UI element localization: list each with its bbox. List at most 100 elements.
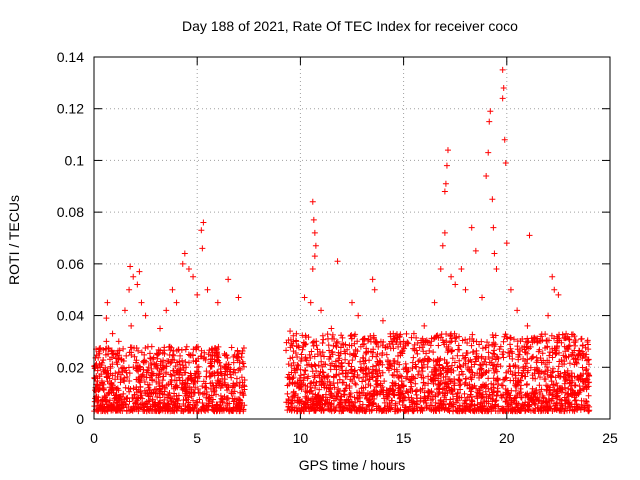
data-point — [128, 322, 135, 329]
data-point-band — [126, 349, 133, 356]
data-point-band — [511, 395, 518, 402]
data-point-band — [202, 384, 209, 391]
data-point-band — [302, 404, 309, 411]
chart-title: Day 188 of 2021, Rate Of TEC Index for r… — [182, 18, 518, 34]
data-point-band — [579, 385, 586, 392]
data-point-band — [346, 360, 353, 367]
data-point — [489, 196, 496, 203]
data-point-band — [508, 399, 515, 406]
data-point-band — [152, 403, 159, 410]
data-point — [136, 268, 143, 275]
data-point-band — [412, 361, 419, 368]
data-point-band — [289, 375, 296, 382]
data-point-band — [288, 407, 295, 414]
data-point — [328, 325, 335, 332]
data-point-band — [504, 335, 511, 342]
data-point-band — [144, 381, 151, 388]
data-point-band — [182, 379, 189, 386]
data-point-band — [544, 343, 551, 350]
data-point — [444, 147, 451, 154]
data-point-band — [400, 382, 407, 389]
data-point-band — [510, 362, 517, 369]
data-point-band — [207, 363, 214, 370]
data-point-band — [199, 391, 206, 398]
data-point-band — [508, 407, 515, 414]
data-point-band — [337, 403, 344, 410]
data-point-band — [293, 408, 300, 415]
data-point-band — [449, 347, 456, 354]
data-point-band — [377, 390, 384, 397]
data-point-band — [309, 363, 316, 370]
data-point-band — [425, 380, 432, 387]
data-point — [462, 286, 469, 293]
data-point-band — [96, 345, 103, 352]
data-point-band — [110, 351, 117, 358]
data-point-band — [476, 385, 483, 392]
data-point — [349, 299, 355, 306]
data-point-band — [469, 331, 476, 338]
data-point — [493, 266, 500, 273]
data-point-band — [293, 330, 300, 337]
data-point-band — [205, 395, 212, 402]
data-point-band — [526, 402, 533, 409]
data-point-band — [413, 391, 420, 398]
data-point-band — [240, 363, 247, 370]
data-point — [318, 307, 325, 314]
data-point-band — [413, 387, 420, 394]
data-point-band — [326, 347, 333, 354]
data-point-band — [163, 369, 170, 376]
data-point-band — [290, 388, 297, 395]
data-point-band — [574, 405, 581, 412]
grid-lines — [94, 57, 610, 419]
data-point-band — [568, 379, 575, 386]
data-point-band — [437, 402, 444, 409]
data-point-band — [552, 374, 559, 381]
data-point-band — [549, 369, 556, 376]
data-point-band — [154, 393, 161, 400]
data-point-band — [165, 401, 172, 408]
data-point-band — [339, 334, 346, 341]
data-point-band — [499, 351, 506, 358]
x-tick-label: 10 — [293, 430, 309, 446]
data-point-band — [539, 392, 546, 399]
data-point-band — [377, 372, 384, 379]
data-point-band — [503, 369, 510, 376]
data-point-band — [238, 374, 245, 381]
data-point-band — [342, 341, 349, 348]
data-point-band — [331, 335, 338, 342]
data-point-band — [237, 389, 244, 396]
data-point-band — [440, 374, 447, 381]
data-point-band — [456, 333, 463, 340]
data-point — [312, 242, 319, 249]
data-point-band — [208, 356, 215, 363]
data-point-band — [555, 363, 562, 370]
data-point-band — [413, 347, 420, 354]
data-point-band — [562, 353, 569, 360]
data-point-band — [544, 383, 551, 390]
data-point-band — [454, 397, 461, 404]
data-point-band — [406, 376, 413, 383]
data-point-band — [375, 343, 382, 350]
data-point-band — [382, 343, 389, 350]
data-point-band — [400, 397, 407, 404]
data-point-band — [126, 378, 133, 385]
data-point-band — [458, 368, 465, 375]
data-point-band — [322, 398, 329, 405]
data-point-band — [174, 367, 181, 374]
data-point — [487, 108, 494, 115]
y-tick-label: 0.12 — [57, 101, 84, 117]
data-point-band — [319, 332, 326, 339]
data-point-band — [373, 378, 380, 385]
data-point-band — [366, 357, 373, 364]
data-point-band — [479, 345, 486, 352]
data-point-band — [341, 392, 348, 399]
data-point-band — [512, 387, 519, 394]
data-point-band — [95, 402, 102, 409]
data-point-band — [379, 383, 386, 390]
data-point-band — [365, 397, 372, 404]
data-point-band — [114, 385, 121, 392]
data-point-band — [285, 361, 292, 368]
data-point-band — [108, 347, 115, 354]
data-point-band — [459, 371, 466, 378]
data-point-band — [193, 371, 200, 378]
